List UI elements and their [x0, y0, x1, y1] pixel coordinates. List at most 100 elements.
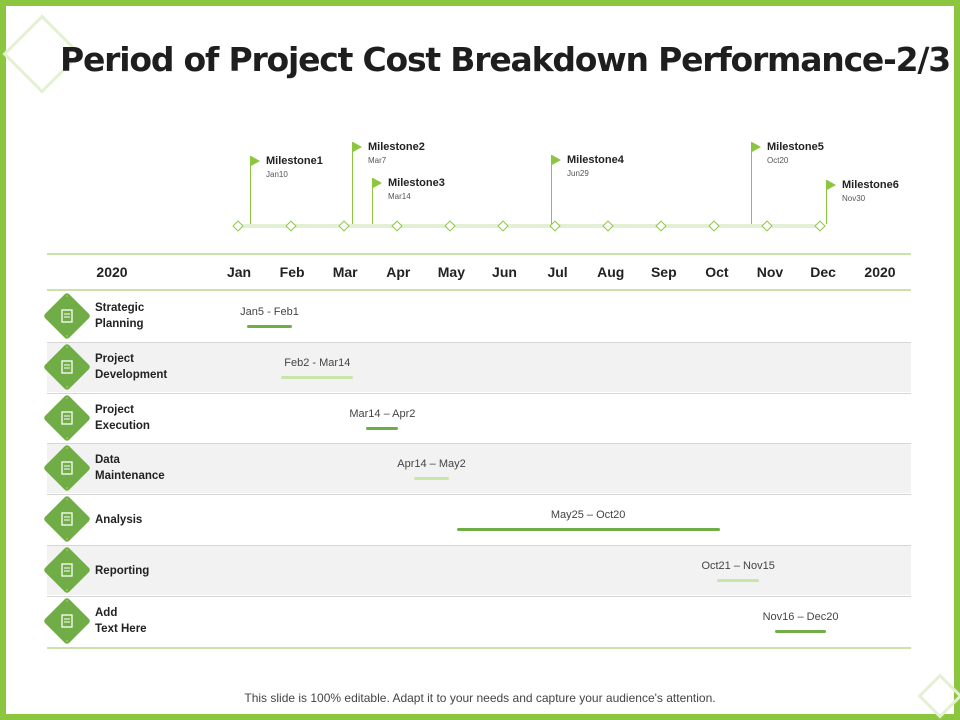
task-date-range: Jan5 - Feb1: [240, 306, 299, 318]
header-month-nov: Nov: [756, 264, 784, 280]
task-date-range: Apr14 – May2: [397, 458, 466, 471]
task-icon-badge: [42, 444, 92, 493]
milestone-title: Milestone1: [266, 155, 323, 167]
row-divider: [47, 443, 911, 445]
flag-icon: [552, 155, 561, 165]
row-divider: [47, 341, 911, 343]
header-year-right: 2020: [864, 264, 896, 280]
header-bottom-line: [47, 289, 911, 291]
table-row: [47, 545, 911, 595]
row-divider: [47, 595, 911, 597]
header-month-mar: Mar: [332, 264, 358, 280]
timeline-track: [238, 224, 822, 228]
timeline-dot: [391, 220, 403, 232]
milestone-title: Milestone3: [388, 177, 445, 189]
header-month-apr: Apr: [386, 264, 411, 280]
row-divider: [47, 545, 911, 546]
flag-icon: [373, 178, 382, 188]
milestone-title: Milestone2: [368, 141, 425, 153]
checklist-icon: [57, 611, 77, 631]
timeline-dot: [655, 220, 667, 232]
task-label: Strategic Planning: [95, 302, 145, 330]
tick-mark: [66, 498, 68, 501]
tick-mark: [66, 335, 68, 337]
task-label: Data Maintenance: [95, 454, 165, 483]
header-month-jun: Jun: [492, 264, 517, 280]
chart-icon: [57, 306, 77, 326]
clipboard-icon: [57, 560, 77, 580]
task-icon-badge: [42, 596, 92, 645]
task-icon-badge: [42, 393, 92, 442]
gear-icon: [57, 408, 77, 428]
milestone-pole: [352, 142, 353, 224]
tick-mark: [66, 396, 68, 399]
header-year-left: 2020: [96, 264, 128, 280]
table-row: [47, 443, 911, 494]
task-duration-bar: [246, 325, 293, 328]
milestone-title: Milestone4: [567, 154, 624, 166]
flag-icon: [251, 156, 260, 166]
table-row: [47, 291, 911, 341]
task-icon-badge: [42, 545, 92, 595]
task-duration-bar: [281, 375, 354, 379]
table-row: [47, 392, 911, 443]
task-duration-bar: [775, 629, 826, 633]
task-icon-badge: [42, 495, 92, 544]
timeline-dot: [814, 220, 826, 232]
tick-mark: [66, 599, 68, 602]
task-date-range: Nov16 – Dec20: [762, 610, 839, 623]
task-duration-bar: [456, 528, 720, 532]
tick-mark: [66, 295, 68, 297]
timeline-dot: [338, 220, 350, 232]
timeline-dot: [602, 220, 614, 232]
task-label: Project Development: [95, 352, 168, 381]
task-label: Analysis: [95, 514, 143, 527]
milestone-pole: [250, 156, 251, 224]
tick-mark: [66, 549, 68, 551]
task-date-range: Oct21 – Nov15: [701, 560, 775, 572]
timeline-dot: [708, 220, 720, 232]
table-row: [47, 595, 911, 646]
timeline-dot: [285, 220, 297, 232]
milestone-pole: [751, 142, 752, 224]
row-divider: [47, 392, 911, 394]
table-row: [47, 341, 911, 392]
timeline-dot: [497, 220, 509, 232]
tick-mark: [66, 639, 68, 642]
task-date-range: Feb2 - Mar14: [284, 356, 351, 369]
magnifier-icon: [57, 509, 77, 529]
tick-mark: [66, 487, 68, 490]
milestone-pole: [551, 155, 552, 224]
milestone-title: Milestone6: [842, 179, 899, 191]
flag-icon: [752, 142, 761, 152]
header-top-line: [47, 253, 911, 255]
task-duration-bar: [414, 477, 449, 481]
milestone-pole: [826, 180, 827, 224]
tick-mark: [66, 538, 68, 541]
header-month-aug: Aug: [597, 264, 625, 280]
tick-mark: [66, 436, 68, 439]
header-month-may: May: [437, 264, 465, 280]
server-icon: [57, 458, 77, 478]
header-month-oct: Oct: [705, 264, 729, 280]
milestone-date: Jan10: [266, 170, 288, 179]
milestone-date: Oct20: [767, 156, 789, 165]
milestone-date: Nov30: [842, 194, 866, 203]
milestone-date: Mar14: [388, 192, 411, 201]
table-row: [47, 494, 911, 545]
milestone-pole: [372, 178, 373, 224]
tick-mark: [66, 385, 68, 388]
tick-mark: [66, 345, 68, 348]
header-month-dec: Dec: [810, 264, 836, 280]
milestone-date: Jun29: [567, 169, 589, 178]
milestone-title: Milestone5: [767, 141, 824, 153]
page-title: Period of Project Cost Breakdown Perform…: [60, 40, 951, 79]
document-icon: [57, 357, 77, 377]
task-date-range: Mar14 – Apr2: [349, 407, 416, 420]
task-label: Reporting: [95, 565, 150, 577]
timeline-dot: [761, 220, 773, 232]
flag-icon: [353, 142, 362, 152]
tick-mark: [66, 447, 68, 450]
task-label: Add Text Here: [95, 606, 147, 635]
task-date-range: May25 – Oct20: [550, 509, 626, 522]
